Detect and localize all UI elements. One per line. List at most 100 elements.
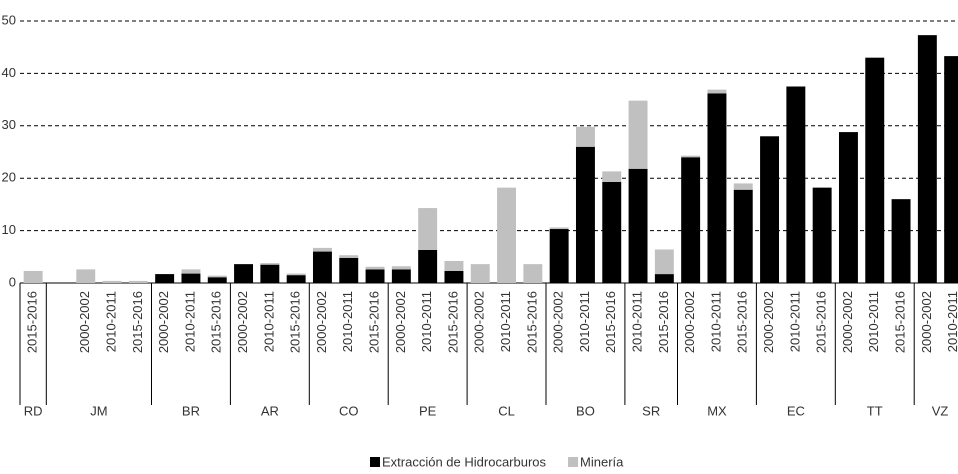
bar <box>155 274 175 283</box>
bar <box>707 89 727 94</box>
y-tick-label: 30 <box>2 117 16 132</box>
group-label: JM <box>90 403 107 418</box>
y-tick-label: 20 <box>2 170 16 185</box>
x-tick-label: 2000-2002 <box>393 291 408 353</box>
x-tick-label: 2000-2002 <box>77 291 92 353</box>
x-tick-label: 2010-2011 <box>577 291 592 352</box>
bar <box>865 57 885 284</box>
x-tick-label: 2000-2002 <box>761 291 776 353</box>
bar <box>234 264 254 283</box>
bar <box>23 270 43 283</box>
group-label: CL <box>498 403 515 418</box>
x-tick-label: 2010-2011 <box>629 291 644 352</box>
x-tick-label: 2015-2016 <box>524 291 539 353</box>
bar <box>418 249 438 283</box>
bar <box>707 93 727 283</box>
group-label: VZ <box>932 403 949 418</box>
x-tick-label: 2015-2016 <box>603 291 618 353</box>
x-tick-label: 2015-2016 <box>814 291 829 353</box>
y-tick-label: 40 <box>2 65 16 80</box>
bar <box>128 280 148 283</box>
bar <box>339 257 359 283</box>
bar <box>786 86 806 283</box>
bar <box>444 270 464 283</box>
group-label: AR <box>261 403 279 418</box>
bar <box>812 187 832 283</box>
bar <box>602 171 622 182</box>
x-tick-label: 2000-2002 <box>551 291 566 353</box>
bar <box>549 227 569 230</box>
bar <box>102 280 122 283</box>
x-tick-label: 2010-2011 <box>708 291 723 352</box>
bar <box>681 157 701 283</box>
x-tick-label: 2015-2016 <box>288 291 303 353</box>
bar <box>523 264 543 283</box>
x-tick-label: 2010-2011 <box>945 291 958 352</box>
bar <box>286 273 306 276</box>
bar <box>733 183 753 190</box>
x-tick-label: 2015-2016 <box>656 291 671 353</box>
bar <box>181 273 201 283</box>
x-tick-label: 2000-2002 <box>919 291 934 353</box>
x-tick-label: 2000-2002 <box>840 291 855 353</box>
bar <box>497 187 517 283</box>
x-tick-label: 2010-2011 <box>419 291 434 352</box>
bar <box>312 247 332 252</box>
bar <box>654 249 674 275</box>
bar <box>944 56 958 283</box>
bar <box>575 126 595 147</box>
group-label: BO <box>576 403 595 418</box>
legend: Extracción de Hidrocarburos Minería <box>370 454 624 469</box>
bar <box>365 269 385 283</box>
x-tick-label: 2000-2002 <box>682 291 697 353</box>
group-label: CO <box>339 403 359 418</box>
bar <box>365 266 385 270</box>
bars <box>23 35 958 284</box>
bar <box>76 269 96 283</box>
bar <box>260 264 280 283</box>
legend-swatch <box>370 457 380 467</box>
bar <box>602 181 622 283</box>
x-tick-label: 2015-2016 <box>892 291 907 353</box>
x-tick-label: 2010-2011 <box>340 291 355 352</box>
group-label: RD <box>24 403 43 418</box>
bar <box>760 136 780 283</box>
bar <box>628 100 648 169</box>
y-tick-label: 50 <box>2 12 16 27</box>
group-label: BR <box>182 403 200 418</box>
bar <box>391 269 411 283</box>
bar <box>681 155 701 158</box>
group-label: EC <box>787 403 805 418</box>
x-tick-label: 2015-2016 <box>25 291 40 353</box>
x-tick-label: 2010-2011 <box>182 291 197 352</box>
bar <box>891 199 911 283</box>
bar <box>181 269 201 274</box>
x-tick-label: 2010-2011 <box>787 291 802 352</box>
bar <box>470 264 490 283</box>
group-label: TT <box>867 403 883 418</box>
group-label: PE <box>419 403 437 418</box>
bar <box>733 189 753 283</box>
y-tick-label: 10 <box>2 222 16 237</box>
x-tick-label: 2000-2002 <box>472 291 487 353</box>
x-tick-label: 2015-2016 <box>735 291 750 353</box>
bar <box>575 146 595 283</box>
x-tick-label: 2015-2016 <box>445 291 460 353</box>
bar <box>339 255 359 258</box>
y-tick-label: 0 <box>9 274 16 289</box>
legend-label: Extracción de Hidrocarburos <box>382 454 547 469</box>
group-label: MX <box>707 403 727 418</box>
bar <box>444 260 464 271</box>
x-tick-label: 2000-2002 <box>235 291 250 353</box>
x-tick-label: 2010-2011 <box>103 291 118 352</box>
bar <box>628 168 648 283</box>
x-tick-label: 2000-2002 <box>314 291 329 353</box>
bar <box>391 266 411 270</box>
x-tick-label: 2015-2016 <box>366 291 381 353</box>
x-tick-label: 2010-2011 <box>498 291 513 352</box>
x-tick-label: 2010-2011 <box>261 291 276 352</box>
bar <box>654 274 674 283</box>
bar <box>917 35 937 284</box>
legend-swatch <box>568 457 579 467</box>
